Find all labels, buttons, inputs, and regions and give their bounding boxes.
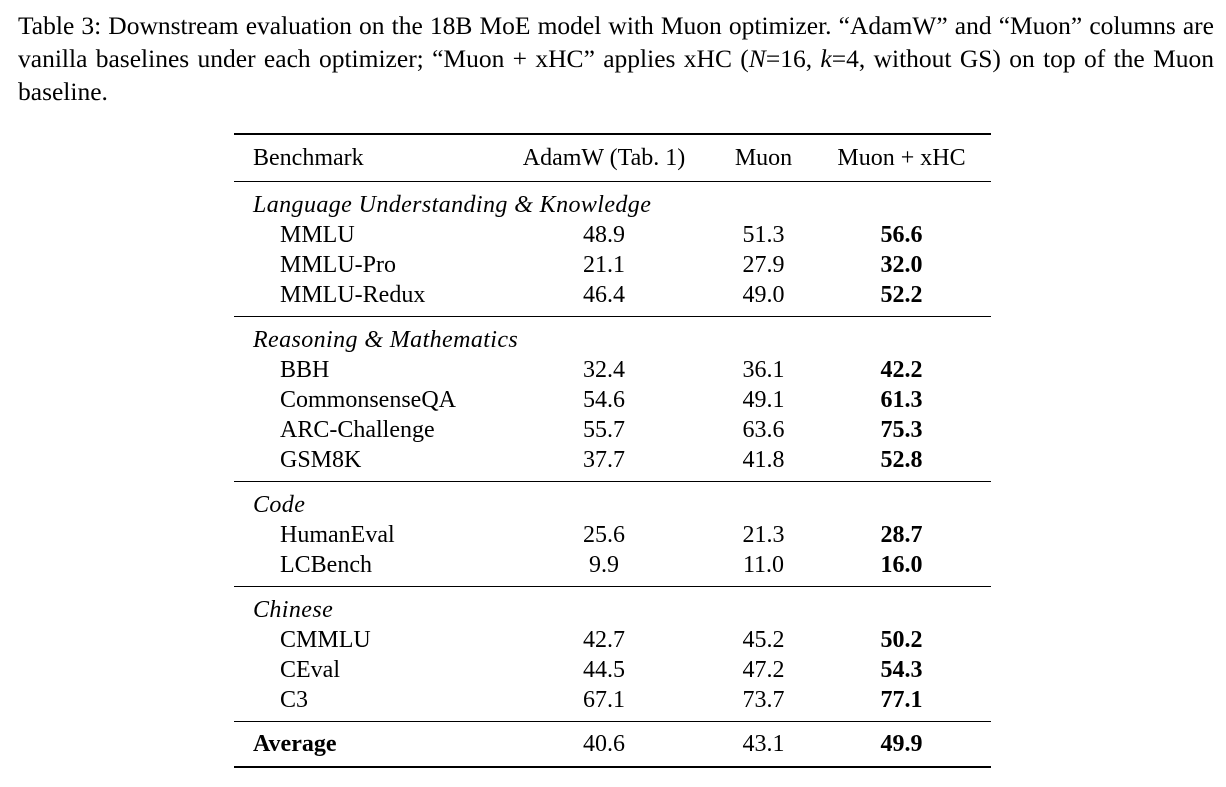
group-title-row: Language Understanding & Knowledge	[234, 182, 991, 221]
results-table: Benchmark AdamW (Tab. 1) Muon Muon + xHC…	[234, 133, 991, 768]
group-section: Chinese CMMLU 42.7 45.2 50.2 CEval 44.5 47.2 54.…	[234, 587, 991, 722]
group-title: Reasoning & Mathematics	[253, 327, 519, 353]
benchmark-name: GSM8K	[280, 447, 362, 473]
group-title-row: Reasoning & Mathematics	[234, 317, 991, 356]
muon-score: 51.3	[742, 222, 785, 248]
muon-xhc-score: 52.8	[880, 447, 923, 473]
adamw-score: 37.7	[583, 447, 625, 473]
muon-score: 49.1	[742, 387, 785, 413]
caption-text-1: Downstream evaluation on the 18B MoE mod…	[18, 11, 1214, 73]
caption-var-k: k	[820, 44, 832, 73]
muon-score: 36.1	[742, 357, 785, 383]
muon-score: 11.0	[742, 552, 785, 578]
muon-score: 63.6	[742, 417, 785, 443]
group-title: Code	[253, 492, 306, 518]
group-section: Language Understanding & Knowledge MMLU 48…	[234, 182, 991, 317]
average-section: Average 40.6 43.1 49.9	[234, 721, 991, 768]
group-section: Code HumanEval 25.6 21.3 28.7 LCBench 9.9 11.0 1…	[234, 482, 991, 587]
adamw-score: 48.9	[583, 222, 625, 248]
muon-score: 41.8	[742, 447, 785, 473]
group-title-row: Chinese	[234, 587, 991, 626]
benchmark-name: CEval	[280, 657, 340, 683]
table-row: MMLU-Redux 46.4 49.0 52.2	[234, 280, 991, 317]
average-label: Average	[234, 721, 493, 768]
muon-xhc-score: 28.7	[880, 522, 923, 548]
adamw-score: 25.6	[583, 522, 625, 548]
muon-xhc-score: 77.1	[880, 687, 923, 713]
adamw-score: 44.5	[583, 657, 625, 683]
table-row: LCBench 9.9 11.0 16.0	[234, 550, 991, 587]
muon-xhc-score: 61.3	[880, 387, 923, 413]
benchmark-name: CommonsenseQA	[280, 387, 456, 413]
muon-xhc-score: 42.2	[880, 357, 923, 383]
group-section: Reasoning & Mathematics BBH 32.4 36.1 42.2 Co…	[234, 317, 991, 482]
table-header: Benchmark AdamW (Tab. 1) Muon Muon + xHC	[234, 133, 991, 182]
adamw-score: 54.6	[583, 387, 625, 413]
group-title: Language Understanding & Knowledge	[253, 192, 652, 218]
table-row: CMMLU 42.7 45.2 50.2	[234, 625, 991, 655]
group-title: Chinese	[253, 597, 334, 623]
table-row: ARC-Challenge 55.7 63.6 75.3	[234, 415, 991, 445]
muon-score: 45.2	[742, 627, 785, 653]
muon-score: 73.7	[742, 687, 785, 713]
caption-eq-k: =4, without GS) on top of the Muon basel…	[18, 44, 1214, 106]
table-row: MMLU-Pro 21.1 27.9 32.0	[234, 250, 991, 280]
caption-eq-n: =16,	[765, 44, 821, 73]
benchmark-name: HumanEval	[280, 522, 395, 548]
adamw-score: 46.4	[583, 282, 625, 308]
header-muon: Muon	[715, 133, 812, 182]
adamw-score: 67.1	[583, 687, 625, 713]
muon-score: 49.0	[742, 282, 785, 308]
adamw-score: 55.7	[583, 417, 625, 443]
muon-score: 27.9	[742, 252, 785, 278]
results-table-wrapper: Benchmark AdamW (Tab. 1) Muon Muon + xHC…	[234, 133, 991, 768]
table-row: CEval 44.5 47.2 54.3	[234, 655, 991, 685]
table-row: CommonsenseQA 54.6 49.1 61.3	[234, 385, 991, 415]
caption-label: Table 3:	[18, 11, 102, 40]
muon-xhc-score: 75.3	[880, 417, 923, 443]
benchmark-name: BBH	[280, 357, 330, 383]
benchmark-name: MMLU	[280, 222, 355, 248]
header-adamw: AdamW (Tab. 1)	[493, 133, 715, 182]
benchmark-name: CMMLU	[280, 627, 371, 653]
muon-xhc-score: 16.0	[880, 552, 923, 578]
adamw-score: 42.7	[583, 627, 625, 653]
average-muon-xhc: 49.9	[812, 721, 991, 768]
average-row: Average 40.6 43.1 49.9	[234, 721, 991, 768]
table-row: GSM8K 37.7 41.8 52.8	[234, 445, 991, 482]
benchmark-name: ARC-Challenge	[280, 417, 435, 443]
benchmark-name: MMLU-Pro	[280, 252, 397, 278]
average-muon: 43.1	[715, 721, 812, 768]
muon-xhc-score: 56.6	[880, 222, 923, 248]
table-row: HumanEval 25.6 21.3 28.7	[234, 520, 991, 550]
muon-xhc-score: 52.2	[880, 282, 923, 308]
adamw-score: 32.4	[583, 357, 625, 383]
group-title-row: Code	[234, 482, 991, 521]
header-benchmark: Benchmark	[234, 133, 493, 182]
benchmark-name: MMLU-Redux	[280, 282, 426, 308]
average-adamw: 40.6	[493, 721, 715, 768]
benchmark-name: C3	[280, 687, 309, 713]
muon-xhc-score: 50.2	[880, 627, 923, 653]
table-row: BBH 32.4 36.1 42.2	[234, 355, 991, 385]
table-row: C3 67.1 73.7 77.1	[234, 685, 991, 722]
muon-score: 47.2	[742, 657, 785, 683]
adamw-score: 9.9	[589, 552, 619, 578]
table-caption: Table 3: Downstream evaluation on the 18…	[18, 9, 1214, 108]
adamw-score: 21.1	[583, 252, 625, 278]
muon-xhc-score: 32.0	[880, 252, 923, 278]
muon-score: 21.3	[742, 522, 785, 548]
benchmark-name: LCBench	[280, 552, 372, 578]
muon-xhc-score: 54.3	[880, 657, 923, 683]
table-row: MMLU 48.9 51.3 56.6	[234, 220, 991, 250]
caption-var-n: N	[748, 44, 766, 73]
header-row: Benchmark AdamW (Tab. 1) Muon Muon + xHC	[234, 133, 991, 182]
header-muon-xhc: Muon + xHC	[812, 133, 991, 182]
